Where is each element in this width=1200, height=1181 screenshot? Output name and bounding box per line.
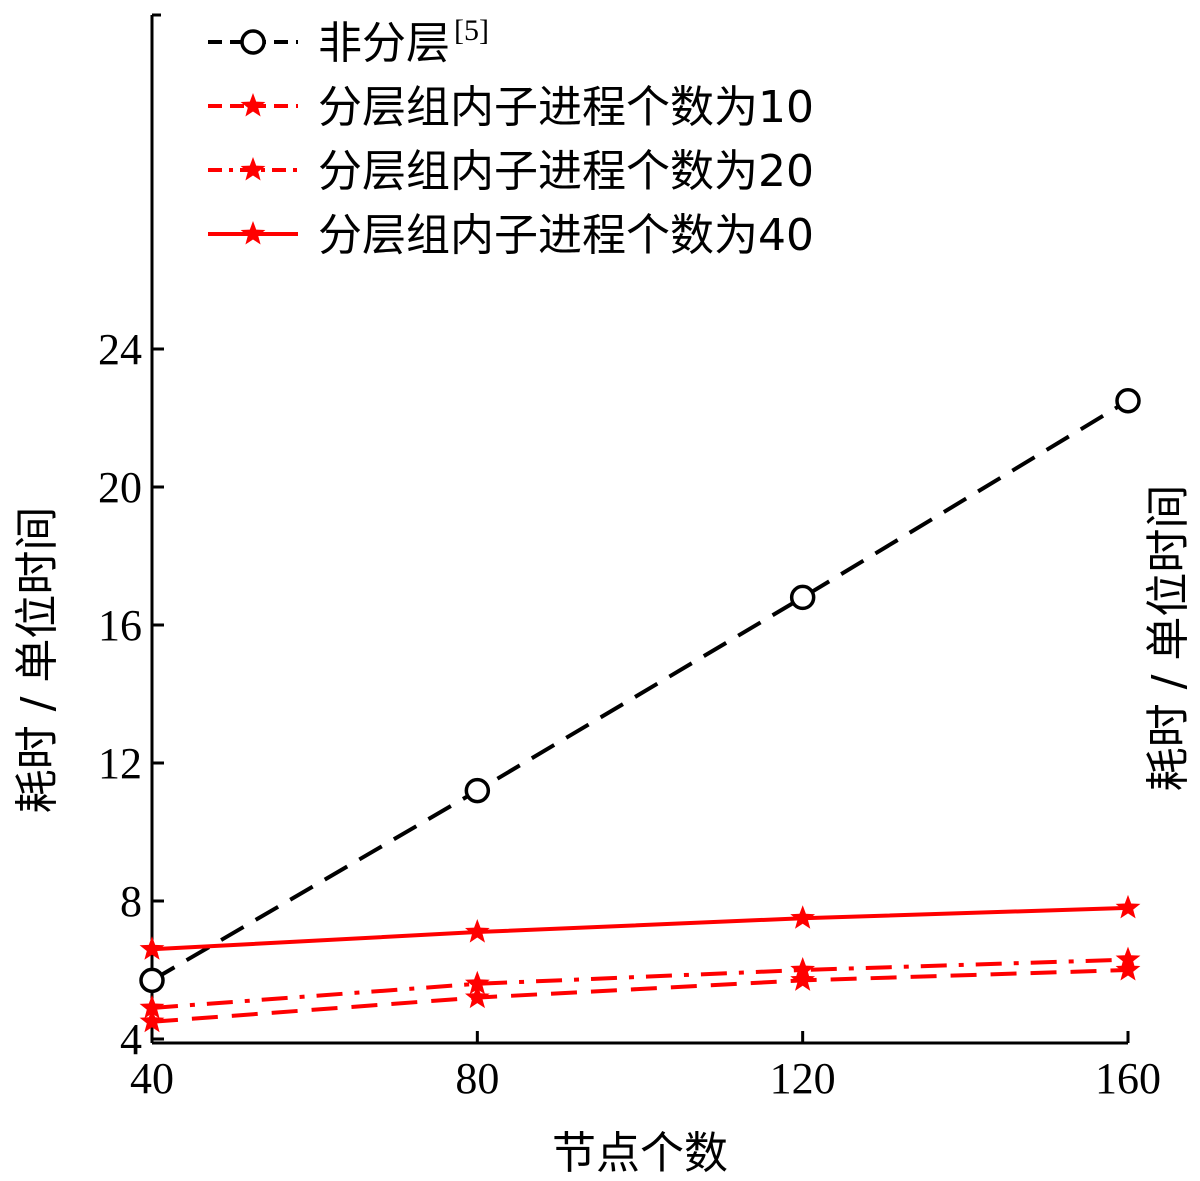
legend-label: 分层组内子进程个数为20 [318,146,814,197]
legend-label: 非分层 [318,18,450,69]
data-point [790,905,815,929]
legend: 非分层 [5] 分层组内子进程个数为10 分层组内子进程个数为20 分层组内子进程个数为… [208,14,814,261]
y-axis-title-right: 耗时 / 单位时间 [1143,485,1194,792]
data-point [1115,388,1141,414]
series-1 [139,388,1141,994]
data-point [465,984,490,1009]
data-point [464,777,491,804]
legend-ref: [5] [454,14,489,47]
x-tick-label: 40 [130,1054,174,1103]
data-point [789,584,816,611]
data-point [139,995,165,1019]
legend-item-2: 分层组内子进程个数为10 [208,82,814,133]
legend-marker [240,157,266,181]
y-axis-title-left: 耗时 / 单位时间 [12,507,63,814]
data-point [1115,946,1141,971]
legend-marker [240,221,266,245]
data-point [139,1008,165,1033]
y-tick-label: 16 [98,601,142,650]
legend-item-4: 分层组内子进程个数为40 [208,210,814,261]
data-point [1115,957,1141,981]
legend-item-1: 非分层 [5] [208,14,489,69]
data-point [790,967,815,991]
series-line [151,968,1129,1024]
x-tick-label: 80 [455,1054,499,1103]
x-axis-title: 节点个数 [552,1128,728,1179]
y-tick-label: 4 [120,1015,142,1064]
y-tick-label: 8 [120,877,142,926]
data-point [139,967,165,994]
x-tick-label: 120 [770,1054,836,1103]
series-3 [139,946,1141,1019]
series-4 [139,894,1141,960]
data-point [465,919,490,943]
series-2 [139,957,1141,1033]
data-point [465,970,490,995]
axes: 40 80 120 160 4 8 12 16 20 24 [98,13,1161,1103]
series-line [150,399,1130,983]
data-point [139,936,165,960]
legend-marker [240,93,266,117]
y-tick-label: 24 [98,325,142,374]
y-tick-label: 12 [98,739,142,788]
data-point [790,957,815,981]
series-line [151,905,1129,952]
series-layer [139,388,1141,1033]
series-line [151,957,1129,1010]
legend-item-3: 分层组内子进程个数为20 [208,146,814,197]
data-point [1115,894,1141,919]
legend-marker [240,29,266,55]
legend-label: 分层组内子进程个数为40 [318,210,814,261]
y-tick-label: 20 [98,463,142,512]
x-tick-label: 160 [1095,1054,1161,1103]
legend-label: 分层组内子进程个数为10 [318,82,814,133]
